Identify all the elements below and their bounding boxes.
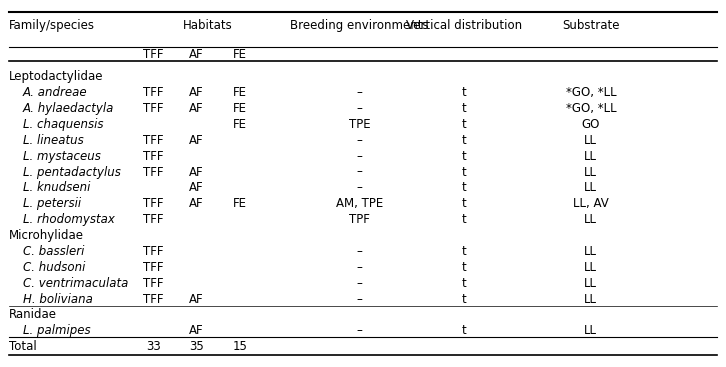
Text: t: t (462, 86, 467, 99)
Text: TFF: TFF (143, 166, 163, 178)
Text: t: t (462, 292, 467, 306)
Text: LL: LL (584, 277, 597, 290)
Text: L. mystaceus: L. mystaceus (23, 150, 101, 163)
Text: C. hudsoni: C. hudsoni (23, 261, 86, 274)
Text: –: – (356, 166, 362, 178)
Text: *GO, *LL: *GO, *LL (566, 102, 616, 115)
Text: t: t (462, 261, 467, 274)
Text: L. palmipes: L. palmipes (23, 324, 91, 337)
Text: –: – (356, 150, 362, 163)
Text: Habitats: Habitats (183, 19, 232, 32)
Text: t: t (462, 213, 467, 226)
Text: 15: 15 (232, 340, 248, 353)
Text: TFF: TFF (143, 197, 163, 210)
Text: TFF: TFF (143, 48, 163, 61)
Text: LL: LL (584, 261, 597, 274)
Text: TFF: TFF (143, 261, 163, 274)
Text: –: – (356, 102, 362, 115)
Text: FE: FE (233, 48, 247, 61)
Text: Substrate: Substrate (562, 19, 619, 32)
Text: AF: AF (189, 181, 204, 195)
Text: H. boliviana: H. boliviana (23, 292, 93, 306)
Text: –: – (356, 324, 362, 337)
Text: A. andreae: A. andreae (23, 86, 88, 99)
Text: t: t (462, 134, 467, 147)
Text: –: – (356, 261, 362, 274)
Text: t: t (462, 150, 467, 163)
Text: L. rhodomystax: L. rhodomystax (23, 213, 115, 226)
Text: TFF: TFF (143, 102, 163, 115)
Text: L. lineatus: L. lineatus (23, 134, 83, 147)
Text: 33: 33 (146, 340, 160, 353)
Text: Leptodactylidae: Leptodactylidae (9, 70, 103, 83)
Text: FE: FE (233, 197, 247, 210)
Text: AF: AF (189, 48, 204, 61)
Text: t: t (462, 324, 467, 337)
Text: TPF: TPF (349, 213, 370, 226)
Text: Microhylidae: Microhylidae (9, 229, 83, 242)
Text: –: – (356, 134, 362, 147)
Text: LL: LL (584, 181, 597, 195)
Text: L. chaquensis: L. chaquensis (23, 118, 104, 131)
Text: LL, AV: LL, AV (573, 197, 608, 210)
Text: LL: LL (584, 213, 597, 226)
Text: –: – (356, 292, 362, 306)
Text: t: t (462, 118, 467, 131)
Text: –: – (356, 245, 362, 258)
Text: L. petersii: L. petersii (23, 197, 81, 210)
Text: TFF: TFF (143, 245, 163, 258)
Text: LL: LL (584, 150, 597, 163)
Text: C. ventrimaculata: C. ventrimaculata (23, 277, 129, 290)
Text: Breeding environments: Breeding environments (290, 19, 428, 32)
Text: Ranidae: Ranidae (9, 309, 57, 321)
Text: AF: AF (189, 292, 204, 306)
Text: AF: AF (189, 102, 204, 115)
Text: TPE: TPE (348, 118, 370, 131)
Text: 35: 35 (189, 340, 204, 353)
Text: TFF: TFF (143, 150, 163, 163)
Text: AF: AF (189, 134, 204, 147)
Text: AF: AF (189, 324, 204, 337)
Text: t: t (462, 166, 467, 178)
Text: t: t (462, 181, 467, 195)
Text: L. pentadactylus: L. pentadactylus (23, 166, 121, 178)
Text: A. hylaedactyla: A. hylaedactyla (23, 102, 115, 115)
Text: Vertical distribution: Vertical distribution (406, 19, 522, 32)
Text: L. knudseni: L. knudseni (23, 181, 91, 195)
Text: TFF: TFF (143, 86, 163, 99)
Text: AF: AF (189, 86, 204, 99)
Text: LL: LL (584, 166, 597, 178)
Text: –: – (356, 181, 362, 195)
Text: t: t (462, 277, 467, 290)
Text: LL: LL (584, 292, 597, 306)
Text: AF: AF (189, 197, 204, 210)
Text: GO: GO (582, 118, 600, 131)
Text: TFF: TFF (143, 213, 163, 226)
Text: *GO, *LL: *GO, *LL (566, 86, 616, 99)
Text: C. bassleri: C. bassleri (23, 245, 84, 258)
Text: FE: FE (233, 86, 247, 99)
Text: LL: LL (584, 245, 597, 258)
Text: AF: AF (189, 166, 204, 178)
Text: TFF: TFF (143, 292, 163, 306)
Text: t: t (462, 197, 467, 210)
Text: AM, TPE: AM, TPE (335, 197, 383, 210)
Text: Total: Total (9, 340, 36, 353)
Text: TFF: TFF (143, 277, 163, 290)
Text: FE: FE (233, 102, 247, 115)
Text: –: – (356, 86, 362, 99)
Text: Family/species: Family/species (9, 19, 94, 32)
Text: –: – (356, 277, 362, 290)
Text: TFF: TFF (143, 134, 163, 147)
Text: t: t (462, 102, 467, 115)
Text: FE: FE (233, 118, 247, 131)
Text: LL: LL (584, 324, 597, 337)
Text: LL: LL (584, 134, 597, 147)
Text: t: t (462, 245, 467, 258)
